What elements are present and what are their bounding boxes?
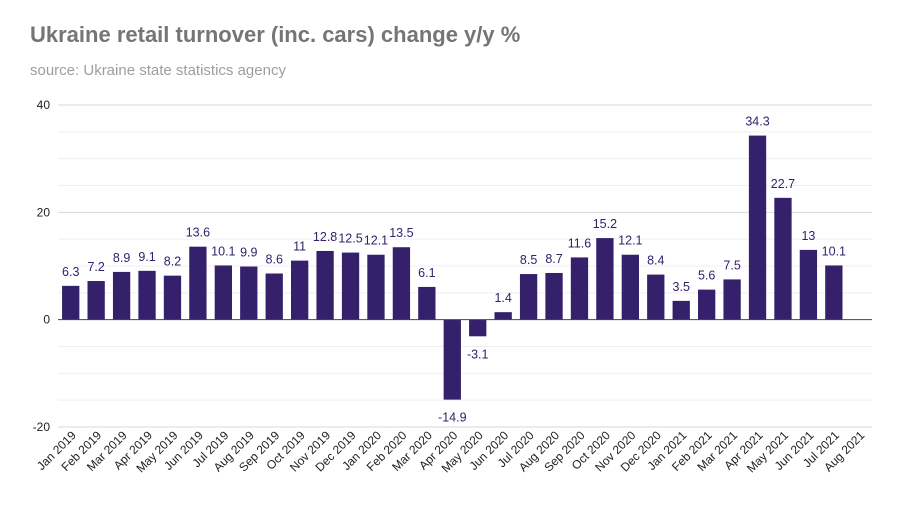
bar — [519, 274, 538, 320]
bar — [494, 312, 512, 320]
data-label: 8.5 — [520, 253, 537, 267]
bar — [596, 238, 614, 320]
data-label: 7.5 — [723, 258, 740, 272]
data-label: 34.3 — [745, 115, 769, 129]
data-label: 8.9 — [113, 251, 130, 265]
y-tick-label: 0 — [43, 313, 50, 327]
bar — [545, 272, 563, 320]
bar — [163, 275, 182, 320]
data-label: 12.1 — [364, 234, 388, 248]
data-label: 12.5 — [338, 232, 362, 246]
chart-subtitle: source: Ukraine state statistics agency — [30, 62, 286, 79]
chart-title: Ukraine retail turnover (inc. cars) chan… — [30, 22, 521, 47]
data-label: 8.4 — [647, 254, 664, 268]
bar — [418, 286, 436, 320]
data-label: 13.5 — [389, 226, 413, 240]
data-label: 11.6 — [568, 236, 591, 250]
data-label: 12.1 — [618, 234, 642, 248]
data-label: 9.1 — [138, 250, 155, 264]
data-label: 13.6 — [186, 226, 210, 240]
bar — [316, 250, 334, 320]
data-label: 1.4 — [494, 291, 511, 305]
data-label: 13 — [801, 229, 815, 243]
data-label: 8.6 — [266, 253, 283, 267]
data-label: 5.6 — [698, 269, 715, 283]
data-label: -3.1 — [467, 347, 489, 361]
data-label: 6.3 — [62, 265, 79, 279]
data-label: 8.7 — [545, 252, 562, 266]
data-label: 15.2 — [593, 217, 617, 231]
bar — [240, 266, 258, 320]
data-label: 10.1 — [211, 244, 235, 258]
bar — [672, 300, 690, 320]
data-label: 22.7 — [771, 177, 795, 191]
bars — [62, 135, 843, 400]
data-label: 6.1 — [418, 266, 435, 280]
bar — [723, 279, 741, 320]
bar — [621, 254, 639, 320]
data-label: 7.2 — [87, 260, 104, 274]
bar — [367, 254, 385, 320]
bar — [825, 265, 843, 320]
y-tick-label: 20 — [37, 205, 51, 219]
bar — [87, 281, 105, 320]
y-axis: -20 0 20 40 — [33, 98, 51, 434]
data-label: 3.5 — [673, 280, 690, 294]
data-label: 9.9 — [240, 246, 257, 260]
bar — [647, 274, 665, 320]
bar — [341, 252, 360, 320]
bar — [748, 135, 767, 320]
gridlines — [58, 104, 872, 428]
bar — [799, 249, 818, 320]
bar — [469, 319, 487, 337]
bar — [189, 246, 207, 320]
bar — [443, 319, 461, 400]
bar — [265, 273, 283, 320]
data-label: -14.9 — [438, 411, 467, 425]
bar — [570, 257, 589, 320]
bar — [214, 265, 232, 320]
data-label: 11 — [293, 240, 306, 254]
y-tick-label: 40 — [37, 98, 51, 112]
bar — [62, 285, 80, 320]
bar — [392, 247, 411, 320]
bar — [291, 260, 309, 320]
bar — [774, 197, 792, 320]
data-label: 10.1 — [822, 244, 846, 258]
bar — [112, 271, 131, 320]
data-label: 8.2 — [164, 255, 181, 269]
y-tick-label: -20 — [33, 420, 51, 434]
bar — [698, 289, 716, 320]
data-label: 12.8 — [313, 230, 337, 244]
bar — [138, 270, 156, 320]
